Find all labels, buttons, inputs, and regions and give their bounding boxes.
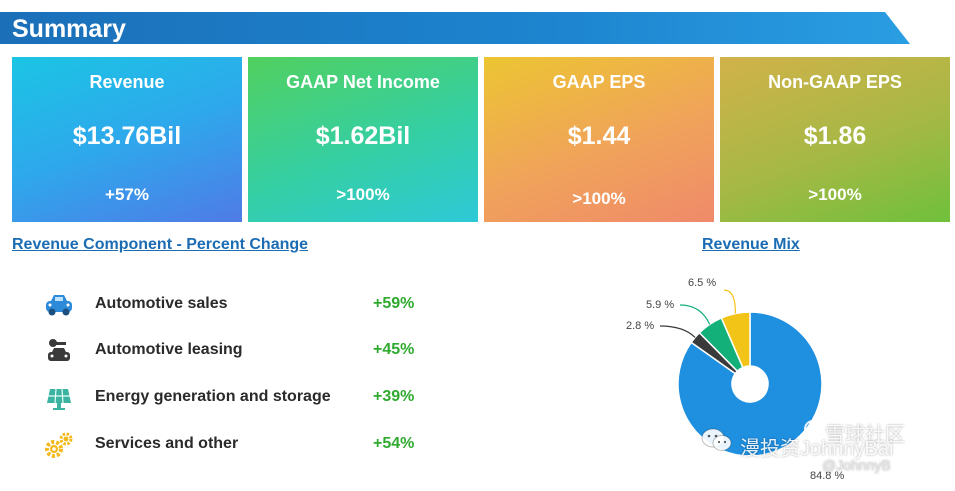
card-change: >100% <box>572 189 626 208</box>
card-change: +57% <box>105 185 149 204</box>
component-row-energy-generation: Energy generation and storage +39% <box>0 383 470 413</box>
leader-line <box>723 289 736 314</box>
watermark-handle: @JohnnyB <box>822 457 891 473</box>
card-label: Revenue <box>89 72 165 92</box>
solar-panel-icon <box>47 388 71 410</box>
slice-label-5-9: 5.9 % <box>646 299 675 311</box>
watermark-author: 漫投资JohnnyBai <box>740 438 894 460</box>
snowball-logo-icon <box>803 419 823 439</box>
card-value: $13.76Bil <box>72 122 182 150</box>
component-name: Automotive leasing <box>95 341 243 358</box>
component-name: Energy generation and storage <box>95 388 331 405</box>
card-value: $1.44 <box>567 122 631 150</box>
revenue-mix-pie <box>659 289 823 457</box>
watermark-community: 雪球社区 <box>825 424 905 446</box>
car-icon <box>46 295 72 316</box>
component-pct: +39% <box>373 388 415 405</box>
component-row-automotive-leasing: Automotive leasing +45% <box>0 336 470 366</box>
component-pct: +54% <box>373 435 415 452</box>
card-change: >100% <box>336 185 390 204</box>
non-gaap-eps-card: Non-GAAP EPS $1.86 >100% <box>720 57 950 222</box>
revenue-component-title[interactable]: Revenue Component - Percent Change <box>12 236 309 253</box>
gaap-eps-card: GAAP EPS $1.44 >100% <box>484 57 714 222</box>
slice-services <box>720 311 751 369</box>
slice-label-6-5: 6.5 % <box>688 277 717 289</box>
card-value: $1.86 <box>803 122 867 150</box>
revenue-mix-title[interactable]: Revenue Mix <box>702 236 800 253</box>
component-row-services: Services and other +54% <box>0 430 470 460</box>
component-name: Automotive sales <box>95 295 228 312</box>
summary-header-bar <box>0 12 910 44</box>
car-key-icon <box>48 339 70 361</box>
revenue-card: Revenue $13.76Bil +57% <box>12 57 242 222</box>
component-pct: +45% <box>373 341 415 358</box>
component-pct: +59% <box>373 295 415 312</box>
slice-automotive <box>677 311 823 457</box>
leader-line <box>659 325 696 338</box>
slice-label-2-8: 2.8 % <box>626 320 655 332</box>
gaap-net-income-card: GAAP Net Income $1.62Bil >100% <box>248 57 478 222</box>
card-label: GAAP EPS <box>552 72 646 92</box>
revenue-mix-chart: 84.8 % 2.8 % 5.9 % 6.5 % <box>600 262 850 486</box>
component-name: Services and other <box>95 435 239 452</box>
page-title: Summary <box>12 15 126 43</box>
slice-label-84-8: 84.8 % <box>810 470 845 482</box>
card-change: >100% <box>808 185 862 204</box>
leader-line <box>679 304 711 325</box>
card-value: $1.62Bil <box>315 122 411 150</box>
gears-icon <box>45 432 73 458</box>
wechat-logo-icon <box>700 427 734 453</box>
component-row-automotive-sales: Automotive sales +59% <box>0 290 470 320</box>
card-label: Non-GAAP EPS <box>768 72 902 92</box>
card-label: GAAP Net Income <box>286 72 440 92</box>
